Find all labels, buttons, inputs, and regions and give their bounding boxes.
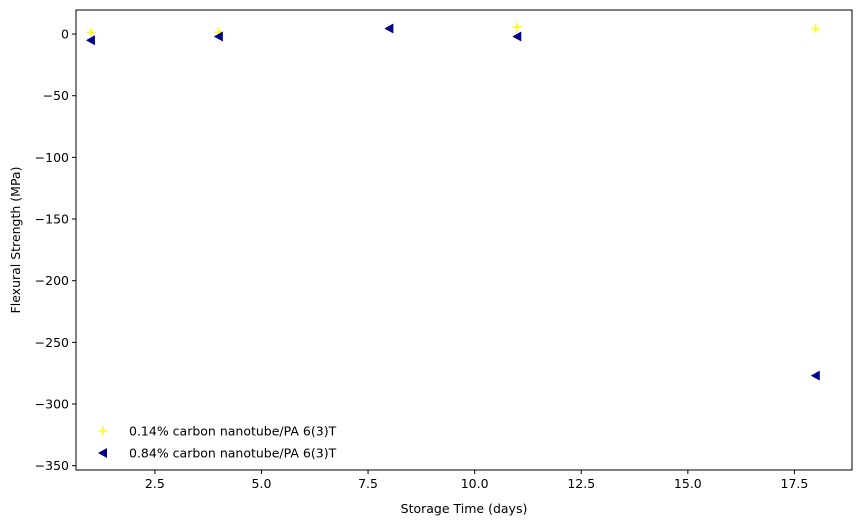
y-tick-label: 0 xyxy=(61,27,69,42)
plot-marks xyxy=(85,22,821,381)
data-point-triangle xyxy=(213,31,223,42)
x-tick-label: 15.0 xyxy=(674,476,702,491)
legend-marker-plus xyxy=(98,426,108,436)
x-tick-label: 17.5 xyxy=(781,476,809,491)
y-tick-label: −50 xyxy=(43,88,69,103)
y-tick-label: −150 xyxy=(35,212,69,227)
data-point-plus xyxy=(86,27,96,37)
data-point-plus xyxy=(512,22,522,32)
y-axis-label: Flexural Strength (MPa) xyxy=(8,167,23,314)
x-tick-label: 10.0 xyxy=(461,476,489,491)
y-tick-label: −100 xyxy=(35,150,69,165)
x-tick-label: 7.5 xyxy=(358,476,378,491)
x-tick-label: 5.0 xyxy=(252,476,272,491)
legend-marker-triangle xyxy=(98,448,107,458)
x-axis-label: Storage Time (days) xyxy=(401,501,528,516)
x-axis-ticks: 2.5 5.0 7.5 10.0 12.5 15.0 17.5 xyxy=(145,470,808,491)
data-point-plus xyxy=(811,23,821,33)
data-point-triangle xyxy=(512,31,522,42)
plot-area-frame xyxy=(75,9,853,471)
legend-plus-icon xyxy=(98,426,108,436)
legend-label-series-1: 0.14% carbon nanotube/PA 6(3)T xyxy=(129,424,337,439)
y-tick-label: −350 xyxy=(35,458,69,473)
y-tick-label: −250 xyxy=(35,335,69,350)
data-point-triangle xyxy=(384,23,394,34)
x-tick-label: 2.5 xyxy=(145,476,165,491)
legend-label-series-2: 0.84% carbon nanotube/PA 6(3)T xyxy=(129,446,337,461)
data-point-triangle xyxy=(85,35,95,46)
y-axis-ticks: 0 −50 −100 −150 −200 −250 −300 −350 xyxy=(35,27,76,473)
y-tick-label: −300 xyxy=(35,397,69,412)
legend-triangle-icon xyxy=(98,448,107,458)
data-point-triangle xyxy=(810,370,820,381)
y-tick-label: −200 xyxy=(35,273,69,288)
legend: 0.14% carbon nanotube/PA 6(3)T 0.84% car… xyxy=(98,424,337,461)
x-tick-label: 12.5 xyxy=(567,476,595,491)
